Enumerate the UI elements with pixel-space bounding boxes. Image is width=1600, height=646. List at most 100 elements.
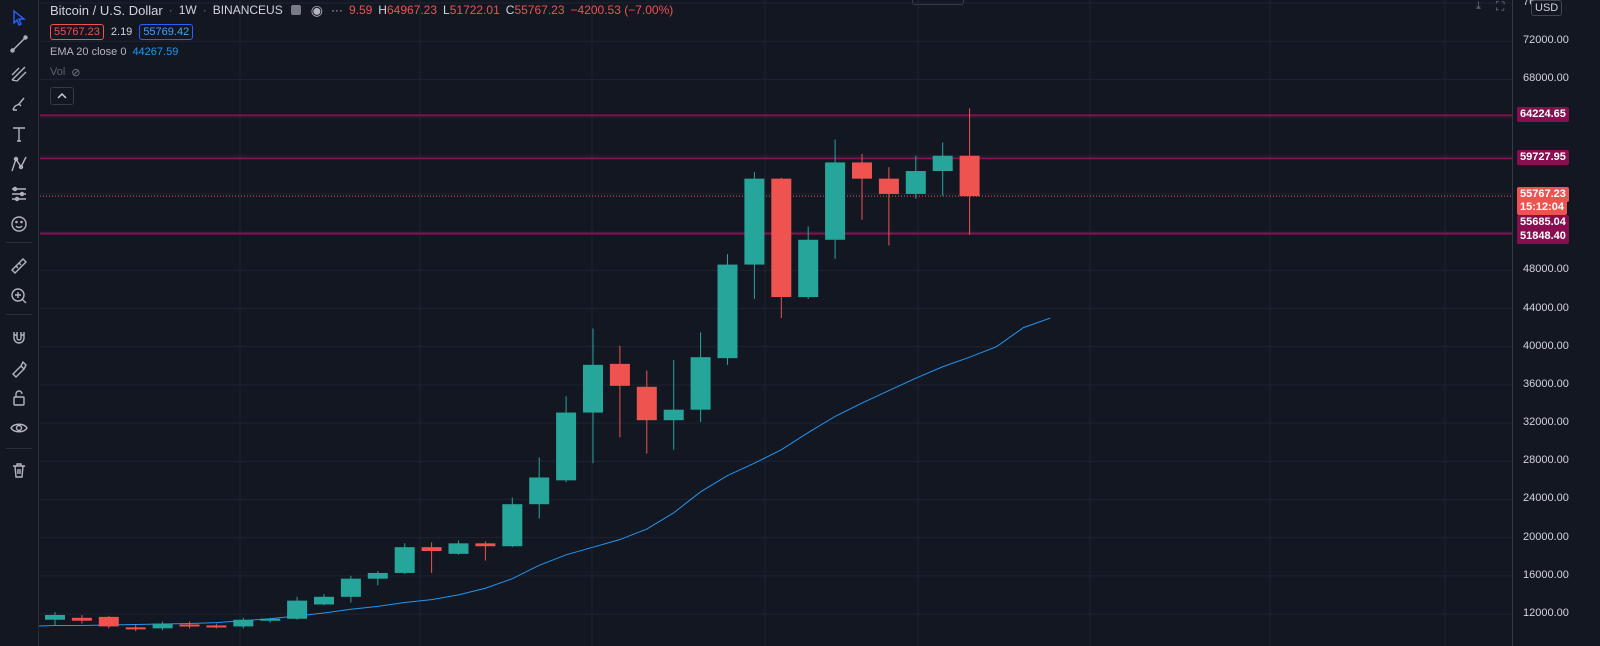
forecast-icon[interactable] bbox=[7, 182, 31, 206]
eye-icon[interactable] bbox=[7, 416, 31, 440]
price-tick-label: 36000.00 bbox=[1523, 377, 1569, 390]
candle-body bbox=[475, 543, 496, 547]
chevron-up-icon bbox=[57, 93, 67, 99]
zoom-in-icon[interactable] bbox=[7, 284, 31, 308]
candle-body bbox=[448, 543, 469, 554]
price-tag: 59727.95 bbox=[1517, 150, 1569, 165]
candle-body bbox=[744, 178, 765, 265]
ohlc-change: −4200.53 (−7.00%) bbox=[570, 3, 674, 17]
trend-line-icon[interactable] bbox=[7, 32, 31, 56]
toolbar-separator bbox=[6, 314, 32, 315]
collapse-row bbox=[50, 86, 673, 106]
candle-body bbox=[636, 386, 657, 421]
low-label: L bbox=[443, 3, 450, 17]
vol-row: Vol ⊘ bbox=[50, 62, 673, 82]
cursor-icon[interactable] bbox=[7, 6, 31, 30]
candle-body bbox=[825, 162, 846, 240]
pattern-icon[interactable] bbox=[7, 152, 31, 176]
price-tick-label: 12000.00 bbox=[1523, 607, 1569, 619]
chart-legend: Bitcoin / U.S. Dollar · 1W · BINANCEUS ◉… bbox=[50, 0, 673, 106]
candle-body bbox=[421, 547, 442, 551]
ohlc-open: 9.59 bbox=[348, 3, 373, 17]
candle-body bbox=[340, 578, 361, 597]
candle-body bbox=[71, 617, 92, 621]
symbol-name[interactable]: Bitcoin / U.S. Dollar bbox=[50, 2, 163, 18]
price-tag: 51848.40 bbox=[1517, 229, 1569, 244]
collapse-legend-button[interactable] bbox=[50, 87, 74, 105]
candle-body bbox=[529, 477, 550, 505]
price-axis[interactable]: 76 USD 72000.00 68000.00 48000.00 44000.00 4… bbox=[1512, 0, 1600, 646]
candle-body bbox=[152, 623, 173, 629]
candle-body bbox=[260, 618, 281, 621]
spread-value: 2.19 bbox=[110, 26, 133, 38]
ohlc-high: 64967.23 bbox=[386, 3, 438, 17]
symbol-row: Bitcoin / U.S. Dollar · 1W · BINANCEUS ◉… bbox=[50, 0, 673, 20]
candle-body bbox=[206, 625, 227, 628]
exchange-label: BINANCEUS bbox=[212, 3, 283, 17]
interval-label[interactable]: 1W bbox=[178, 3, 197, 17]
candle-body bbox=[905, 171, 926, 194]
candle-body bbox=[556, 412, 577, 481]
candle-body bbox=[367, 572, 388, 579]
price-tag: 55767.23 bbox=[1517, 187, 1569, 202]
candle-body bbox=[609, 363, 630, 386]
bid-ask-row: 55767.23 2.19 55769.42 bbox=[50, 22, 673, 42]
ema-line bbox=[1, 317, 1051, 628]
ema-value: 44267.59 bbox=[132, 46, 179, 58]
separator: · bbox=[202, 3, 207, 17]
text-icon[interactable] bbox=[7, 122, 31, 146]
candle-body bbox=[717, 264, 738, 359]
magnet-icon[interactable] bbox=[7, 326, 31, 350]
top-panel-handle[interactable] bbox=[912, 0, 964, 5]
ask-price[interactable]: 55769.42 bbox=[139, 24, 194, 40]
price-tag: 64224.65 bbox=[1517, 107, 1569, 122]
eye-icon[interactable]: ◉ bbox=[310, 1, 323, 18]
price-tick-label: 28000.00 bbox=[1523, 454, 1569, 467]
emoji-icon[interactable] bbox=[7, 212, 31, 236]
high-label: H bbox=[378, 3, 387, 17]
ohlc-close: 55767.23 bbox=[514, 3, 565, 17]
candle-body bbox=[45, 614, 65, 620]
candle-body bbox=[287, 600, 308, 619]
vol-label[interactable]: Vol bbox=[50, 66, 66, 78]
price-tick-label: 20000.00 bbox=[1523, 530, 1569, 543]
price-tick-label: 40000.00 bbox=[1523, 339, 1569, 352]
candle-body bbox=[959, 155, 980, 197]
candle-body bbox=[98, 616, 119, 627]
currency-button[interactable]: USD bbox=[1531, 0, 1563, 16]
chart-canvas[interactable] bbox=[0, 0, 1512, 646]
ohlc-low: 51722.01 bbox=[449, 3, 500, 17]
trash-icon[interactable] bbox=[7, 458, 31, 482]
close-label: C bbox=[505, 3, 515, 17]
bid-price[interactable]: 55767.23 bbox=[50, 24, 104, 40]
unlock-icon[interactable] bbox=[7, 386, 31, 410]
toolbar-separator bbox=[6, 448, 32, 449]
grid bbox=[40, 0, 1512, 646]
price-tick-label: 16000.00 bbox=[1523, 568, 1569, 581]
candle-body bbox=[125, 627, 146, 630]
more-icon[interactable]: ··· bbox=[330, 3, 343, 17]
candle-body bbox=[798, 239, 819, 298]
price-tick-label: 48000.00 bbox=[1523, 263, 1569, 276]
candle-body bbox=[583, 364, 603, 413]
top-partial-tick: 76 bbox=[1523, 0, 1536, 8]
price-tick-label: 68000.00 bbox=[1523, 72, 1569, 85]
candle-body bbox=[878, 178, 899, 194]
price-tick-label: 72000.00 bbox=[1523, 34, 1569, 47]
hidden-eye-icon[interactable]: ⊘ bbox=[71, 66, 81, 79]
separator: · bbox=[168, 3, 173, 17]
ema-label[interactable]: EMA 20 close 0 bbox=[50, 46, 127, 58]
ruler-icon[interactable] bbox=[7, 254, 31, 278]
fullscreen-icon[interactable]: ⛶ bbox=[1496, 0, 1505, 13]
candle-body bbox=[314, 596, 334, 605]
pitchfork-icon[interactable] bbox=[7, 62, 31, 86]
candle-body bbox=[394, 547, 415, 573]
candle-body bbox=[502, 504, 523, 547]
candle-body bbox=[771, 178, 792, 298]
lock-drawing-icon[interactable] bbox=[7, 356, 31, 380]
brush-icon[interactable] bbox=[7, 92, 31, 116]
market-status-icon[interactable] bbox=[290, 5, 301, 15]
download-icon[interactable]: ⤓ bbox=[1476, 0, 1481, 12]
candle-body bbox=[690, 357, 711, 410]
toolbar-separator bbox=[6, 242, 32, 243]
